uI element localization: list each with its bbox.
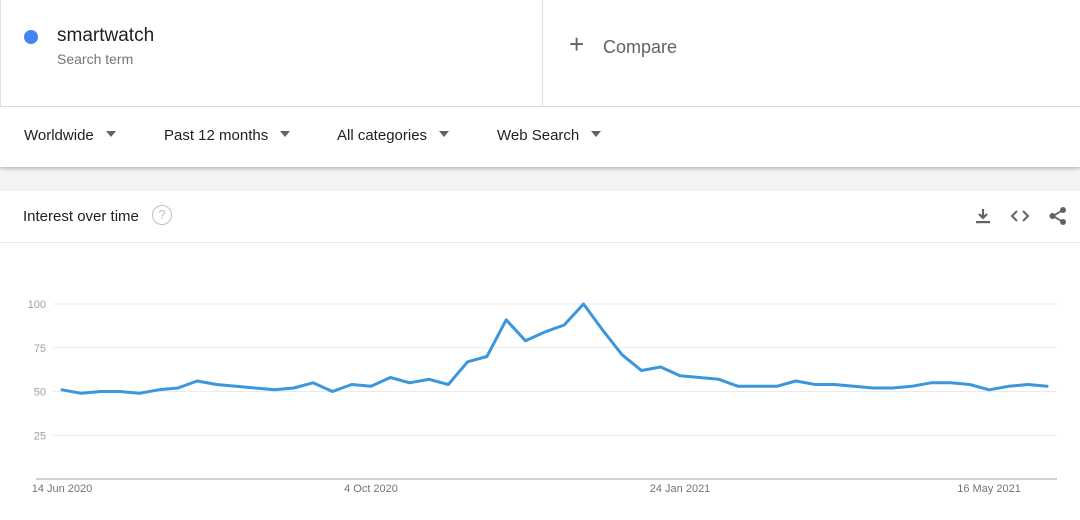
search-term-subtitle: Search term [57,51,134,67]
y-tick-label: 25 [34,430,46,442]
question-mark-icon[interactable]: ? [152,205,172,225]
interest-line-chart: 25 50 75 100 14 Jun 2020 4 Oct 2020 24 Jan 202… [28,299,1057,495]
caret-down-icon [439,131,450,138]
search-term-bar: smartwatch Search term + Compare [0,0,1080,107]
interest-over-time-card: Interest over time ? 25 50 75 100 14 Jun 202… [0,191,1080,520]
filter-category[interactable]: All categories [337,127,450,144]
filter-location[interactable]: Worldwide [24,127,116,144]
term-color-dot [24,30,38,44]
filter-bar: Worldwide Past 12 months All categories … [0,107,1080,167]
compare-button[interactable]: + Compare [543,0,1080,107]
section-gap [0,167,1080,191]
caret-down-icon [591,131,602,138]
x-tick-label: 14 Jun 2020 [32,483,93,495]
search-term-card[interactable]: smartwatch Search term [0,0,543,107]
filter-search-type-label: Web Search [497,127,580,144]
filter-category-label: All categories [337,127,428,144]
compare-label: Compare [603,37,678,57]
series-line [60,302,1049,395]
share-icon[interactable] [1047,205,1069,227]
filter-time-label: Past 12 months [164,127,269,144]
plus-icon: + [569,29,585,59]
filter-time-range[interactable]: Past 12 months [164,127,291,144]
y-tick-label: 75 [34,343,46,355]
x-tick-label: 16 May 2021 [957,483,1021,495]
y-tick-label: 100 [28,299,46,311]
card-title: Interest over time [23,208,139,225]
x-tick-label: 4 Oct 2020 [344,483,398,495]
download-icon[interactable] [972,205,994,227]
filter-location-label: Worldwide [24,127,94,144]
search-term-name: smartwatch [57,25,155,46]
x-tick-label: 24 Jan 2021 [650,483,711,495]
caret-down-icon [280,131,291,138]
embed-icon[interactable] [1009,205,1031,227]
filter-search-type[interactable]: Web Search [497,127,602,144]
card-header: Interest over time ? [0,191,1080,243]
caret-down-icon [105,131,116,138]
y-tick-label: 50 [34,387,46,399]
